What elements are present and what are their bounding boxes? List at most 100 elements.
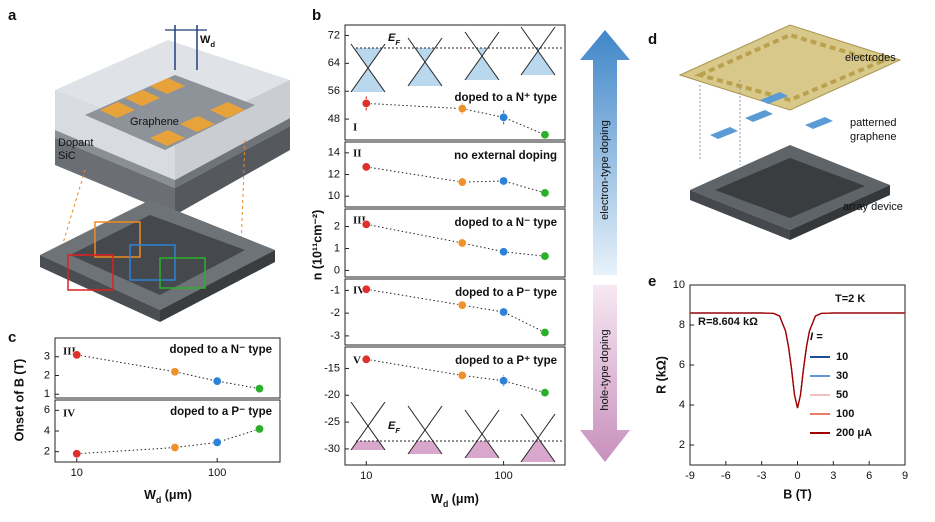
annotation: doped to a P⁻ type [170,406,272,418]
panel-letter: a [8,7,17,24]
x-axis-title-part: W [144,488,156,502]
cone-edge [407,37,443,87]
panel-letter: c [8,329,16,346]
roman-label: I [353,122,357,134]
y-tick-label: -15 [324,362,340,374]
y-tick-label: 2 [44,369,50,381]
data-point [499,176,509,186]
annotation: no external doping [454,150,557,162]
arrow-label: electron-type doping [599,120,611,220]
data-point [254,384,264,394]
trend-line [366,358,546,394]
annotation: doped to a N⁺ type [454,92,557,104]
data-point [361,354,371,364]
x-tick-label: 100 [208,467,226,479]
data-point [457,300,467,310]
y-tick-label: 1 [44,388,50,400]
data-point [540,327,550,337]
legend-label: 50 [836,389,848,401]
trend-line [76,428,260,455]
y-tick-label: 6 [679,359,685,371]
device-illustration [40,25,290,322]
data-point [361,162,371,172]
width-label-part: d [210,40,215,49]
data-point [361,219,371,229]
cone-edge [350,401,386,451]
hole-arrow [580,285,630,462]
y-axis-title: n (10¹¹cm⁻²) [310,210,324,281]
legend-label: 30 [836,370,848,382]
data-point [499,247,509,257]
data-point [499,376,509,386]
cone-edge [350,43,386,93]
data-point [170,367,180,377]
x-axis-title: Wd (μm) [144,488,192,505]
electron-arrow [580,30,630,275]
x-axis-title-part: W [431,492,443,506]
y-tick-label: 12 [328,168,340,180]
x-tick-label: 10 [71,467,83,479]
x-tick-label: -9 [685,470,695,482]
cone-edge [520,26,556,76]
y-tick-label: -3 [330,330,340,342]
data-point [361,284,371,294]
y-tick-label: 2 [679,439,685,451]
annotation: doped to a P⁺ type [455,355,557,367]
cone-fill [408,48,442,86]
trend-line [366,223,545,257]
panel-letter: b [312,7,321,24]
x-tick-label: 10 [360,470,372,482]
layer-label: array device [843,201,903,213]
fermi-label: EF [388,420,400,435]
data-point [540,251,550,261]
data-point [212,376,222,386]
cone-fill [351,48,385,92]
legend-title: I = [810,331,823,343]
plot-frame [344,208,566,278]
x-tick-label: 100 [494,470,512,482]
data-point [72,350,82,360]
data-point [457,104,467,114]
cone-fill [521,48,555,75]
cone-fill [465,48,499,80]
fermi-label-part: E [388,32,396,44]
annotation: doped to a N⁻ type [454,217,557,229]
data-point [540,188,550,198]
x-tick-label: 6 [866,470,872,482]
x-axis-title-part: d [443,499,448,509]
data-point [170,443,180,453]
y-axis-title: R (kΩ) [654,356,668,394]
data-point [254,424,264,434]
x-tick-label: -6 [721,470,731,482]
y-tick-label: 48 [328,113,340,125]
cone-fill [465,441,499,458]
x-axis-title: B (T) [783,487,811,501]
layer-label: graphene [850,131,897,143]
layer-label: SiC [58,150,76,162]
cone-fill [521,441,555,462]
y-tick-label: -20 [324,389,340,401]
y-tick-label: 0 [334,264,340,276]
panel-letter: d [648,31,657,48]
y-tick-label: 1 [334,242,340,254]
legend-label: 200 μA [836,427,872,439]
x-axis-title: Wd (μm) [431,492,479,509]
layer-label: Dopant [58,137,93,149]
trend-line [366,166,546,194]
y-tick-label: 2 [334,220,340,232]
y-tick-label: 14 [328,147,340,159]
series-line [690,312,905,409]
plot-frame [344,24,566,141]
data-point [212,437,222,447]
width-label: Wd [200,34,215,49]
y-tick-label: 3 [44,351,50,363]
data-point [540,388,550,398]
fermi-label-part: F [395,426,400,435]
y-tick-label: -2 [330,307,340,319]
data-point [361,98,371,108]
y-tick-label: -30 [324,443,340,455]
y-tick-label: -1 [330,284,340,296]
plot-frame [54,337,281,399]
data-point [499,112,509,122]
panel-letter: e [648,273,656,290]
